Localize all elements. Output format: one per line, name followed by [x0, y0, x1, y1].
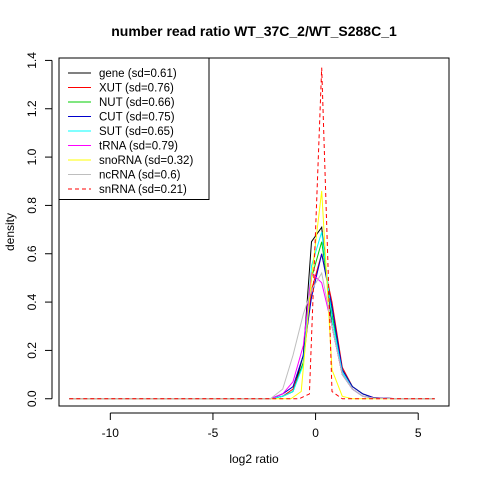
x-tick-label: -10	[102, 426, 120, 440]
legend-label: snRNA (sd=0.21)	[99, 184, 187, 196]
legend-label: ncRNA (sd=0.6)	[99, 170, 181, 182]
x-tick-label: 0	[312, 426, 319, 440]
legend-label: XUT (sd=0.76)	[99, 83, 174, 95]
series-line-5	[69, 272, 435, 400]
y-tick-label: 1.2	[25, 100, 39, 117]
y-tick-label: 1.4	[25, 52, 39, 69]
legend-label: gene (sd=0.61)	[99, 68, 177, 80]
series-line-2	[69, 241, 435, 400]
y-tick-label: 0.4	[25, 293, 39, 310]
x-axis: -10 -5 0 5	[102, 412, 422, 440]
series-line-4	[69, 231, 435, 400]
series-layer	[69, 67, 435, 400]
legend-box	[58, 57, 210, 200]
series-line-8	[69, 67, 435, 400]
series-line-3	[69, 253, 435, 400]
y-tick-label: 0.2	[25, 342, 39, 359]
y-tick-label: 0.0	[25, 390, 39, 407]
series-line-0	[69, 225, 435, 400]
legend-label: NUT (sd=0.66)	[99, 97, 175, 109]
y-tick-label: 0.8	[25, 197, 39, 214]
legend-label: snoRNA (sd=0.32)	[99, 155, 193, 167]
x-tick-label: 5	[415, 426, 422, 440]
series-line-1	[69, 253, 435, 400]
y-tick-label: 1.0	[25, 148, 39, 165]
y-axis-label: density	[3, 213, 17, 251]
legend-label: SUT (sd=0.65)	[99, 126, 174, 138]
plot-area	[58, 57, 450, 407]
x-axis-label: log2 ratio	[229, 452, 279, 466]
legend-label: CUT (sd=0.75)	[99, 112, 175, 124]
legend-label: tRNA (sd=0.79)	[99, 141, 178, 153]
legend: gene (sd=0.61) XUT (sd=0.76) NUT (sd=0.66)…	[58, 57, 210, 200]
x-tick-label: -5	[208, 426, 219, 440]
y-tick-label: 0.6	[25, 245, 39, 262]
series-line-6	[69, 190, 435, 400]
chart-title: number read ratio WT_37C_2/WT_S288C_1	[111, 23, 397, 39]
series-line-7	[69, 271, 435, 400]
y-axis: 0.0 0.2 0.4 0.6 0.8 1.0 1.2 1.4	[25, 52, 53, 407]
